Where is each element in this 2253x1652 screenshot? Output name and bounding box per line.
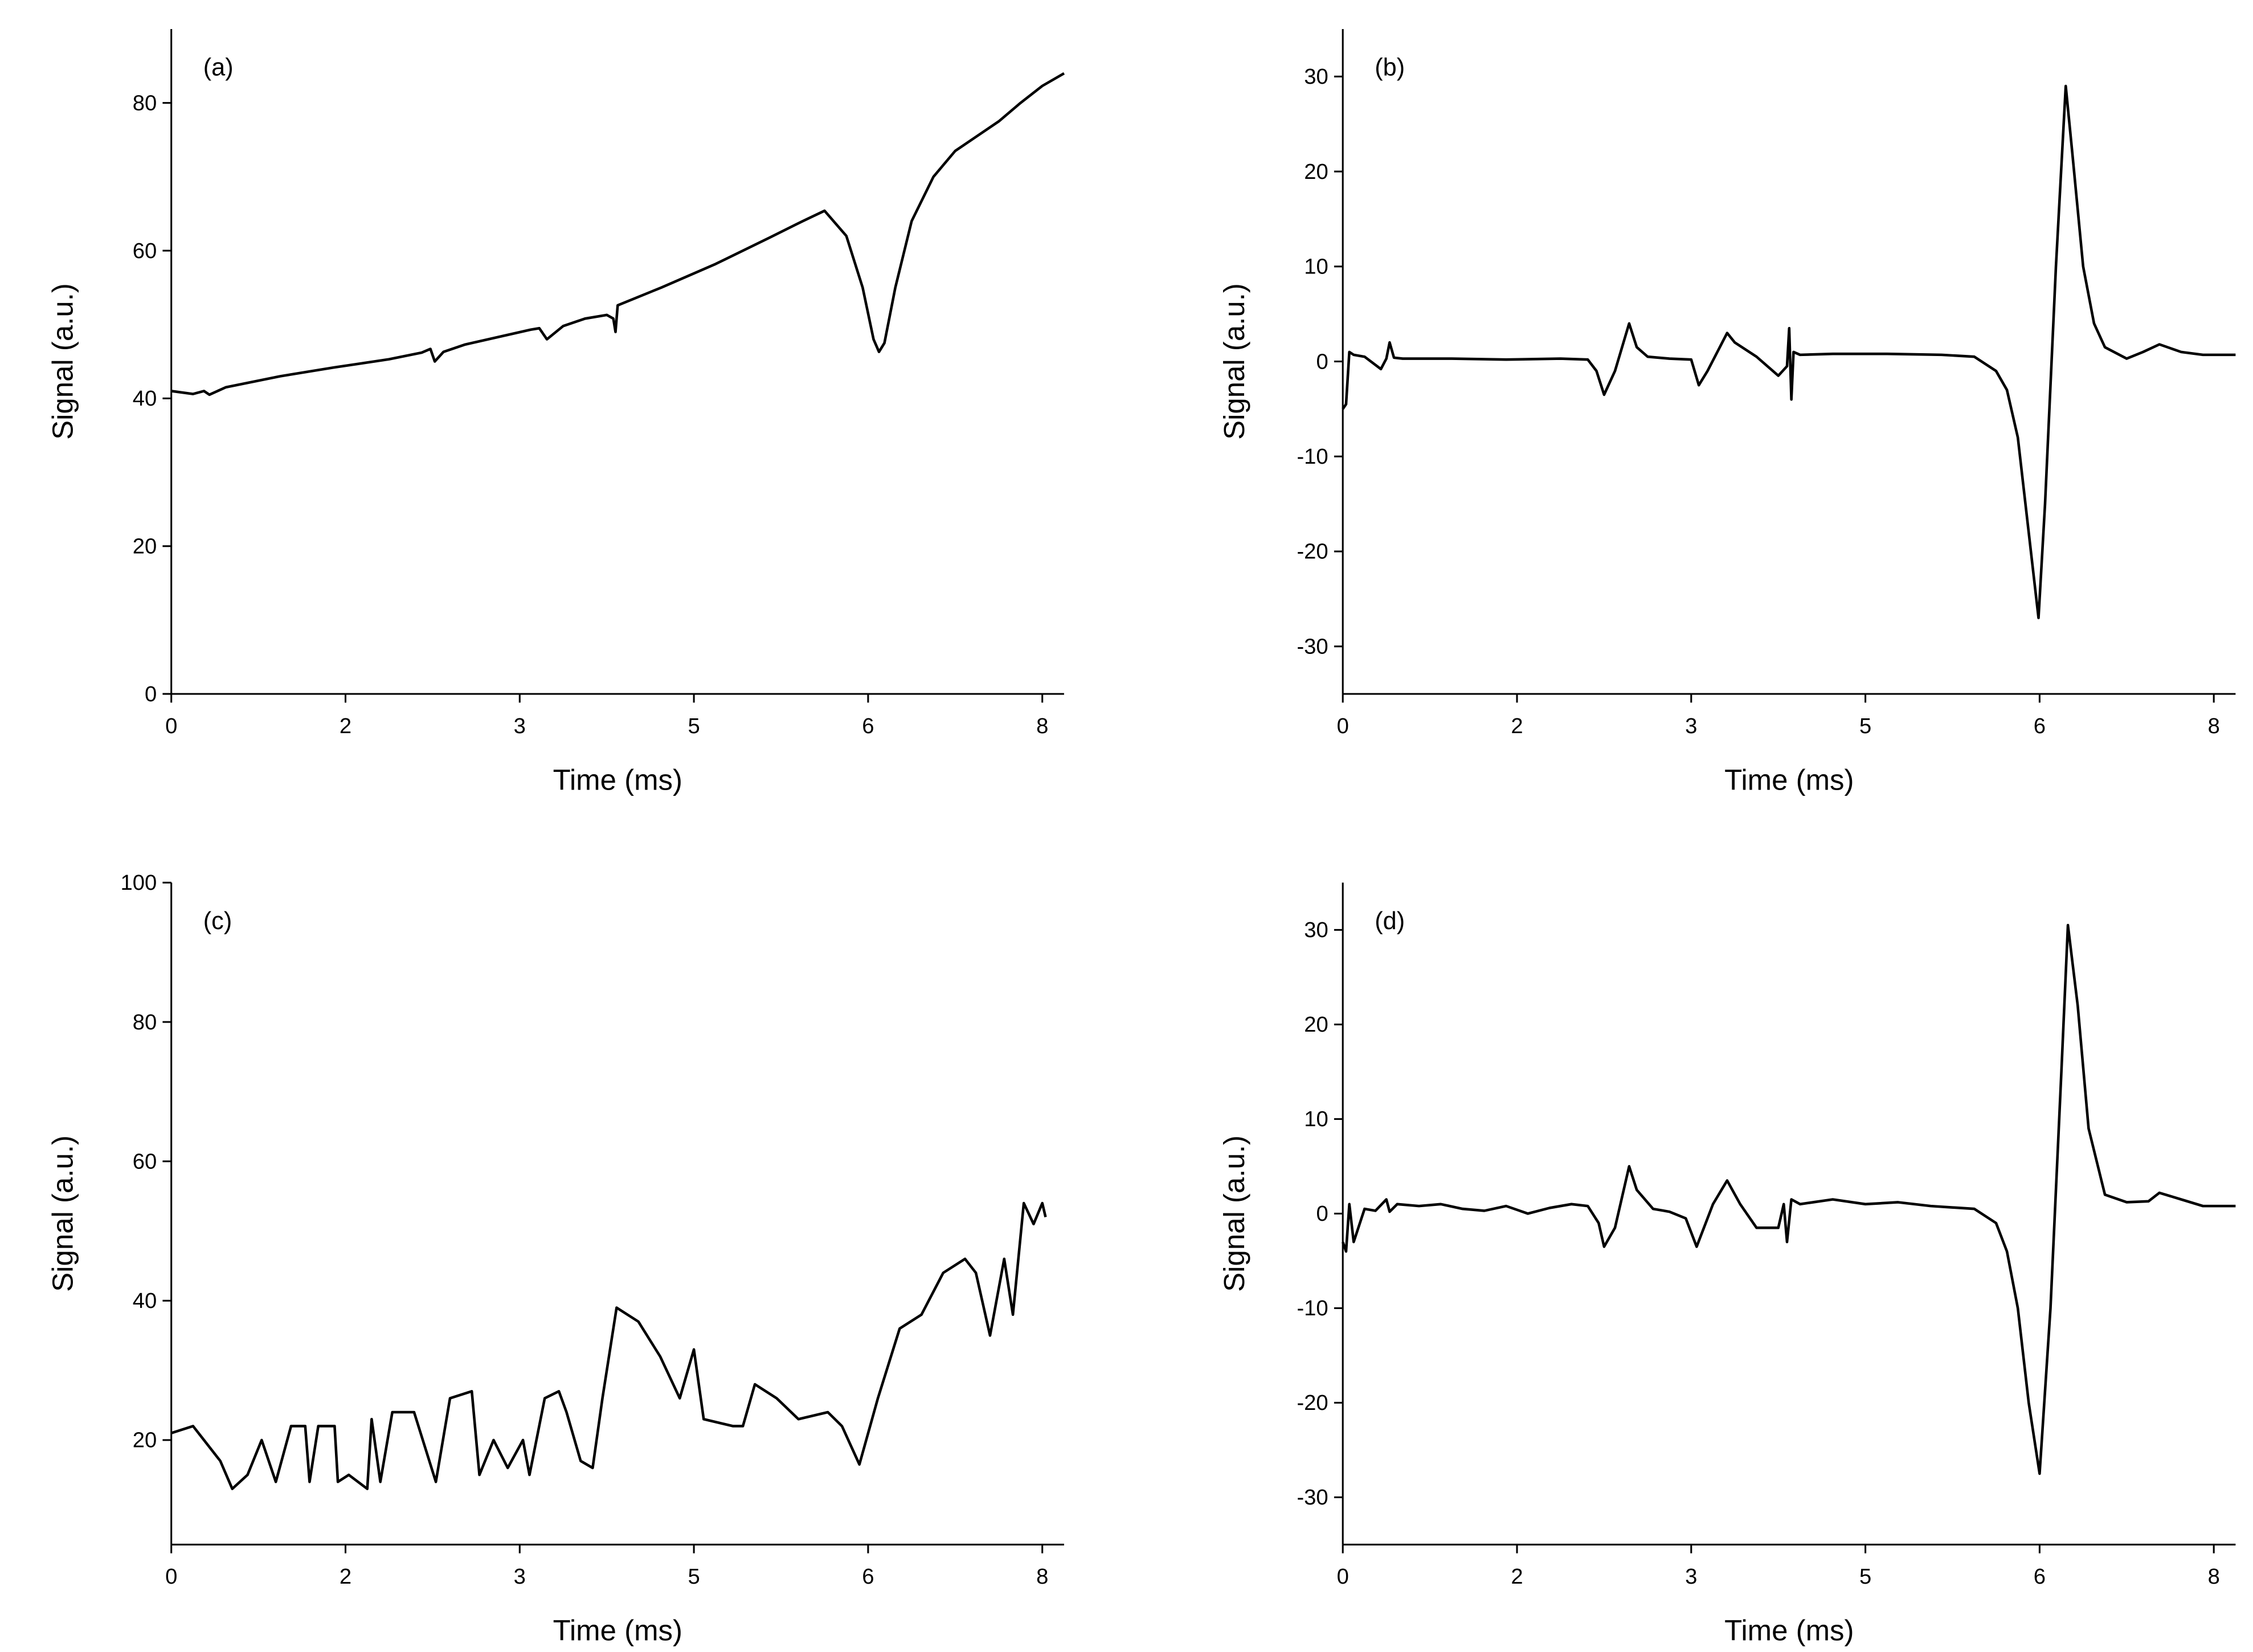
x-tick-label: 5 [688,1564,700,1589]
y-tick-label: 60 [133,239,157,263]
y-tick-label: -10 [1297,444,1328,469]
panel: 0 2 3 5 6 8 -30 -20 -10 0 10 20 30 Time (ms) Signal (a… [1218,28,2236,796]
x-tick-label: 6 [862,714,874,738]
x-tick-label: 8 [1036,714,1048,738]
signal-line [1342,84,2236,620]
y-tick-label: 20 [1304,160,1328,184]
y-axis-label: Signal (a.u.) [1218,1135,1250,1292]
y-tick-label: 100 [120,870,157,895]
y-tick-label: 40 [133,1289,157,1313]
y-tick-label: 80 [133,1010,157,1034]
x-tick-label: 2 [1511,714,1523,738]
x-tick-label: 3 [1685,714,1697,738]
x-tick-label: 5 [1859,1564,1871,1589]
y-tick-label: 10 [1304,1107,1328,1131]
panel-label: (c) [203,907,232,935]
x-tick-label: 3 [1685,1564,1697,1589]
x-tick-label: 6 [2034,1564,2046,1589]
y-tick-label: 0 [1316,349,1328,374]
y-tick-label: -10 [1297,1296,1328,1320]
y-tick-label: 30 [1304,64,1328,89]
x-tick-label: 3 [514,714,526,738]
x-tick-label: 2 [340,1564,351,1589]
x-tick-label: 8 [2208,1564,2220,1589]
panel: 0 2 3 5 6 8 20 40 60 80 100 Time (ms) Signal (a.u.) (… [46,870,1064,1647]
y-axis-label: Signal (a.u.) [46,1135,79,1292]
x-axis-label: Time (ms) [1724,763,1854,796]
x-tick-label: 5 [688,714,700,738]
x-tick-label: 8 [1036,1564,1048,1589]
x-axis-label: Time (ms) [1724,1614,1854,1647]
x-tick-label: 0 [1337,714,1349,738]
y-tick-label: -20 [1297,539,1328,564]
y-axis-label: Signal (a.u.) [46,283,79,440]
panel-label: (b) [1375,54,1405,81]
x-tick-label: 6 [2034,714,2046,738]
x-tick-label: 8 [2208,714,2220,738]
y-tick-label: 10 [1304,255,1328,279]
x-tick-label: 5 [1859,714,1871,738]
y-axis-label: Signal (a.u.) [1218,283,1250,440]
x-tick-label: 0 [165,714,177,738]
signal-line [1342,923,2236,1475]
x-tick-label: 6 [862,1564,874,1589]
panel: 0 2 3 5 6 8 -30 -20 -10 0 10 20 30 Time (ms) Signal (a… [1218,882,2236,1647]
signal-line [171,72,1065,396]
y-tick-label: 20 [133,1428,157,1453]
y-tick-label: -30 [1297,1485,1328,1510]
x-tick-label: 3 [514,1564,526,1589]
x-tick-label: 2 [1511,1564,1523,1589]
y-tick-label: 0 [145,682,157,706]
y-tick-label: 20 [1304,1012,1328,1037]
y-tick-label: 80 [133,91,157,115]
x-tick-label: 0 [1337,1564,1349,1589]
y-tick-label: 20 [133,534,157,558]
y-tick-label: 60 [133,1149,157,1173]
signal-line [171,1201,1047,1490]
y-tick-label: -20 [1297,1391,1328,1415]
x-tick-label: 0 [165,1564,177,1589]
panel-label: (a) [203,54,234,81]
x-axis-label: Time (ms) [553,1614,682,1647]
y-tick-label: 40 [133,386,157,411]
x-axis-label: Time (ms) [553,763,682,796]
y-tick-label: -30 [1297,634,1328,659]
y-tick-label: 0 [1316,1201,1328,1226]
x-tick-label: 2 [340,714,351,738]
y-tick-label: 30 [1304,918,1328,942]
panel-label: (d) [1375,907,1405,935]
